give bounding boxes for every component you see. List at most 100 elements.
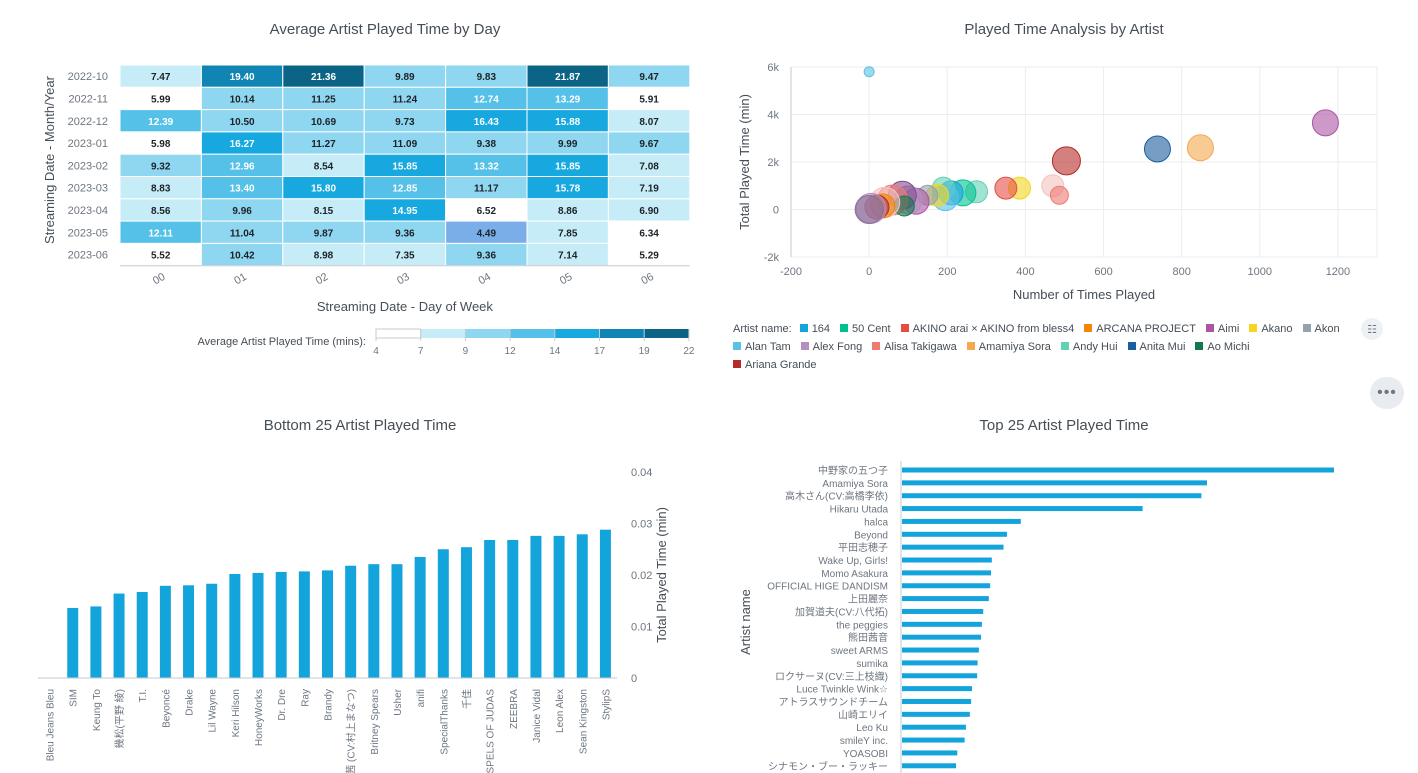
heatmap-cell-label: 9.83: [477, 72, 497, 83]
heatmap-cell-label: 8.86: [558, 206, 578, 217]
heatmap-cell-label: 12.74: [474, 94, 499, 105]
legend-item[interactable]: 164: [799, 320, 830, 338]
bar: [902, 621, 982, 627]
more-options-button[interactable]: •••: [1370, 377, 1404, 409]
legend-item[interactable]: ARCANA PROJECT: [1084, 320, 1196, 338]
heatmap-x-tick: 01: [232, 271, 249, 288]
bottom25-panel: Bottom 25 Artist Played Time: [0, 400, 720, 773]
bar: [460, 547, 472, 678]
bottom25-y-tick: 0.02: [631, 570, 652, 582]
legend-label: Akano: [1261, 323, 1293, 335]
legend-item[interactable]: Alex Fong: [800, 338, 863, 356]
bar: [902, 596, 989, 602]
top25-title: Top 25 Artist Played Time: [979, 417, 1149, 434]
bar-category-label: Ray: [300, 689, 311, 707]
scatter-x-tick: 800: [1172, 266, 1190, 278]
legend-label: Alan Tam: [745, 341, 791, 353]
heatmap-y-tick: 2022-11: [68, 93, 108, 105]
scatter-point: [854, 195, 884, 224]
colorbar-tick: 17: [594, 346, 606, 357]
bar-category-label: Amamiya Sora: [822, 479, 888, 490]
colorbar-tick: 14: [549, 346, 561, 357]
legend-item[interactable]: Andy Hui: [1060, 338, 1118, 356]
heatmap-cell-label: 9.36: [395, 228, 415, 239]
bar-category-label: Usher: [393, 688, 404, 715]
legend-item[interactable]: Amamiya Sora: [966, 338, 1051, 356]
bar: [902, 531, 1007, 537]
legend-item[interactable]: Alisa Takigawa: [872, 338, 957, 356]
heatmap-cell-label: 8.07: [639, 117, 659, 128]
heatmap-cell-label: 15.85: [555, 161, 580, 172]
bar: [902, 737, 965, 743]
bar-category-label: Keung To: [92, 689, 103, 732]
legend-item[interactable]: Anita Mui: [1127, 338, 1185, 356]
bar: [902, 634, 982, 640]
heatmap-cell-label: 11.17: [474, 184, 499, 195]
heatmap-cell-label: 11.27: [311, 139, 336, 150]
list-icon: ☷: [1367, 323, 1377, 336]
bar: [902, 480, 1207, 486]
scatter-y-tick: 2k: [767, 157, 779, 169]
bar: [902, 467, 1334, 473]
legend-toggle-button[interactable]: ☷: [1361, 318, 1383, 340]
bottom25-title: Bottom 25 Artist Played Time: [263, 417, 457, 434]
bar-category-label: 中野家の五つ子: [818, 464, 888, 477]
heatmap-y-tick: 2023-03: [68, 183, 108, 195]
bar-category-label: OFFICIAL HIGE DANDISM: [767, 582, 888, 593]
legend-item[interactable]: 50 Cent: [840, 320, 891, 338]
scatter-point: [1186, 134, 1214, 162]
legend-item[interactable]: Alan Tam: [733, 338, 791, 356]
legend-label: Alex Fong: [812, 341, 863, 353]
bar-category-label: Dr. Dre: [277, 689, 288, 721]
scatter-x-tick: -200: [780, 266, 802, 278]
bar-category-label: YOASOBI: [843, 749, 888, 760]
bar-category-label: シナモン・ブー・ラッキー: [768, 760, 888, 773]
legend-swatch: [799, 324, 808, 332]
bar: [252, 572, 264, 678]
legend-swatch: [1127, 342, 1136, 350]
legend-label: ARCANA PROJECT: [1096, 323, 1196, 335]
bar-category-label: Keri Hilson: [231, 689, 242, 737]
bar-category-label: Drake: [185, 689, 196, 716]
bar: [902, 698, 972, 704]
legend-item[interactable]: AKINO arai × AKINO from bless4: [900, 320, 1074, 338]
heatmap-cell-label: 15.85: [392, 161, 417, 172]
heatmap-cell-label: 21.87: [555, 72, 580, 83]
heatmap-cell-label: 14.95: [392, 206, 417, 217]
bar-category-label: Sean Kingston: [578, 689, 589, 754]
bar-category-label: Wake Up, Girls!: [818, 556, 888, 567]
heatmap-cell-label: 8.54: [314, 161, 334, 172]
scatter-x-tick: 600: [1094, 266, 1112, 278]
bar-category-label: SIM: [69, 689, 80, 707]
heatmap-cell-label: 15.88: [555, 117, 580, 128]
legend-swatch: [1249, 324, 1258, 332]
bar-category-label: Lil Wayne: [208, 689, 219, 733]
legend-item[interactable]: Ariana Grande: [733, 356, 817, 374]
legend-item[interactable]: Akon: [1302, 320, 1340, 338]
bar-category-label: Bleu Jeans Bleu: [46, 689, 57, 761]
bottom25-y-label: Total Played Time (min): [654, 507, 669, 643]
legend-label: Ao Michi: [1207, 341, 1250, 353]
bottom25-y-tick: 0.04: [631, 467, 652, 479]
scatter-point: [1051, 146, 1081, 176]
colorbar-tick: 9: [463, 346, 469, 357]
bar-category-label: Beyond: [854, 530, 888, 541]
heatmap-y-tick: 2022-10: [68, 71, 108, 83]
scatter-legend: Artist name: 164 50 Cent AKINO arai × AKINO…: [733, 320, 1353, 374]
heatmap-cell-label: 11.25: [311, 94, 336, 105]
legend-item[interactable]: Ao Michi: [1195, 338, 1250, 356]
heatmap-cell-label: 13.32: [474, 161, 499, 172]
scatter-point: [1143, 135, 1171, 163]
legend-swatch: [1195, 342, 1204, 350]
scatter-point: [1049, 185, 1069, 205]
colorbar-tick: 12: [505, 346, 517, 357]
heatmap-cell-label: 16.43: [474, 117, 499, 128]
bar: [136, 591, 148, 678]
legend-item[interactable]: Akano: [1249, 320, 1293, 338]
heatmap-cell-label: 6.34: [639, 228, 659, 239]
bar-category-label: Brandy: [324, 689, 335, 721]
legend-item[interactable]: Aimi: [1205, 320, 1239, 338]
heatmap-cell-label: 7.47: [151, 72, 171, 83]
heatmap-y-tick: 2023-04: [68, 205, 108, 217]
